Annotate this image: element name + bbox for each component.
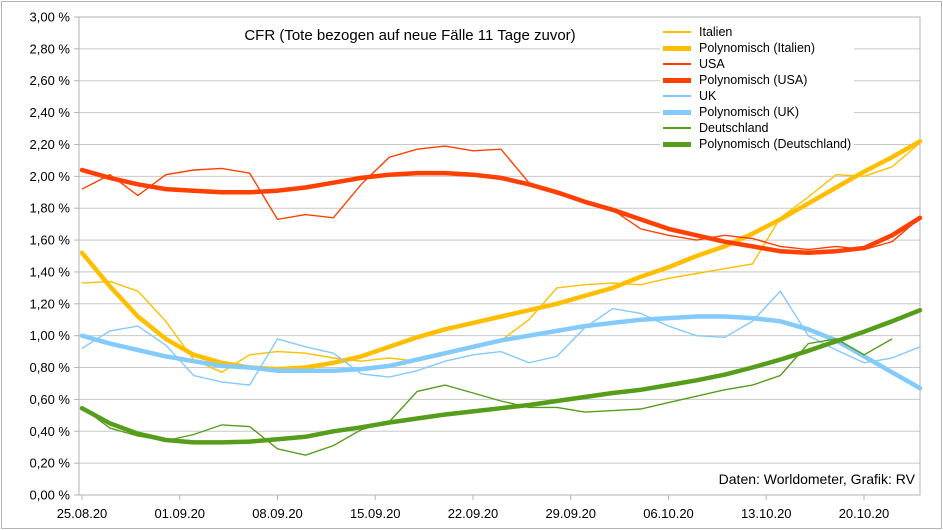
y-axis-label: 2,20 % (30, 137, 71, 152)
legend-line-swatch (663, 63, 691, 65)
series-line-polynomisch-usa (79, 167, 923, 256)
legend-label: Polynomisch (Italien) (699, 41, 816, 55)
y-axis-label: 1,20 % (30, 296, 71, 311)
legend-item-polynomisch-uk: Polynomisch (UK) (660, 104, 855, 120)
chart-title: CFR (Tote bezogen auf neue Fälle 11 Tage… (244, 27, 576, 44)
x-axis-label: 22.09.20 (448, 506, 499, 521)
legend-label: Polynomisch (UK) (699, 105, 800, 119)
legend-line-swatch (663, 45, 691, 51)
series-line-polynomisch-italien (79, 139, 923, 372)
legend-label: Italien (699, 25, 733, 39)
legend-item-deutschland: Deutschland (660, 120, 855, 136)
legend-item-polynomisch-italien: Polynomisch (Italien) (660, 40, 855, 56)
legend-item-polynomisch-usa: Polynomisch (USA) (660, 72, 855, 88)
plot-border (78, 16, 921, 496)
legend-item-usa: USA (660, 56, 855, 72)
series-line-polynomisch-deutschland (79, 307, 923, 445)
x-axis-label: 25.08.20 (57, 506, 108, 521)
y-axis-label: 0,80 % (30, 360, 71, 375)
x-axis-label: 29.09.20 (545, 506, 596, 521)
series-line-usa (81, 145, 921, 251)
legend-label: USA (699, 57, 725, 71)
y-axis-label: 0,60 % (30, 392, 71, 407)
legend-line-swatch (663, 31, 691, 33)
x-axis-label: 13.10.20 (741, 506, 792, 521)
legend-item-polynomisch-deutschland: Polynomisch (Deutschland) (660, 136, 855, 152)
y-axis-label: 1,00 % (30, 328, 71, 343)
legend-item-italien: Italien (660, 24, 855, 40)
y-axis-label: 0,00 % (30, 488, 71, 503)
legend: Italien Polynomisch (Italien) USA Polynomis… (660, 24, 855, 152)
y-axis-label: 2,60 % (30, 73, 71, 88)
x-axis-label: 08.09.20 (252, 506, 303, 521)
legend-label: Polynomisch (Deutschland) (699, 137, 852, 151)
y-axis-label: 1,60 % (30, 233, 71, 248)
series-line-deutschland (81, 338, 893, 456)
legend-label: Deutschland (699, 121, 769, 135)
legend-line-swatch (663, 109, 691, 115)
legend-line-swatch (663, 95, 691, 97)
y-axis-label: 2,40 % (30, 105, 71, 120)
x-axis-label: 15.09.20 (350, 506, 401, 521)
y-axis-label: 2,80 % (30, 41, 71, 56)
y-axis-label: 0,20 % (30, 456, 71, 471)
series-line-polynomisch-uk (79, 314, 923, 391)
series-line-uk (81, 289, 921, 386)
legend-line-swatch (663, 127, 691, 129)
y-axis-label: 2,00 % (30, 169, 71, 184)
legend-label: Polynomisch (USA) (699, 73, 808, 87)
x-axis-label: 20.10.20 (839, 506, 890, 521)
legend-item-uk: UK (660, 88, 855, 104)
legend-label: UK (699, 89, 717, 103)
y-axis-label: 0,40 % (30, 424, 71, 439)
source-note: Daten: Worldometer, Grafik: RV (718, 471, 915, 487)
x-axis-label: 01.09.20 (154, 506, 205, 521)
legend-line-swatch (663, 141, 691, 147)
y-axis-label: 1,40 % (30, 264, 71, 279)
x-axis-label: 06.10.20 (643, 506, 694, 521)
y-axis-label: 3,00 % (30, 10, 71, 25)
legend-line-swatch (663, 77, 691, 83)
y-axis-label: 1,80 % (30, 201, 71, 216)
